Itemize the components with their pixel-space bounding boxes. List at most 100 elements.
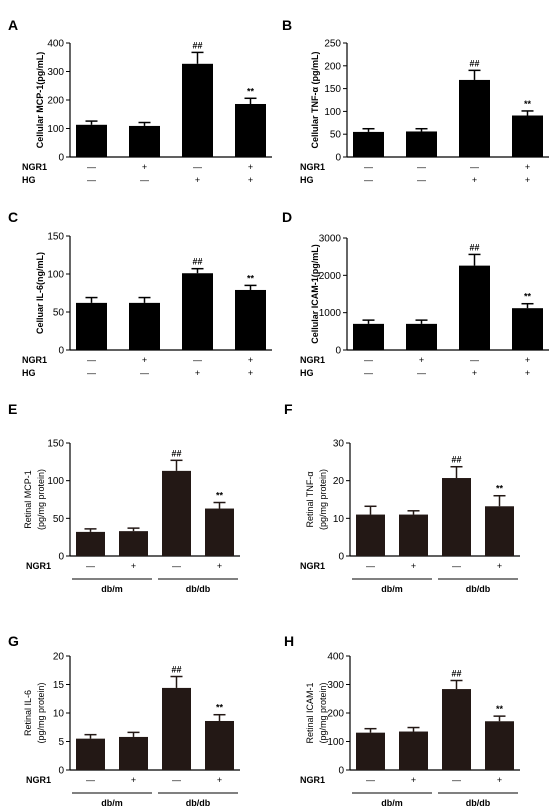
condition-value: + — [525, 368, 530, 378]
y-axis-label: Celluar IL-6(ng/mL) — [35, 252, 45, 334]
condition-value: + — [497, 561, 502, 571]
y-tick-label: 0 — [335, 153, 341, 164]
condition-label: HG — [300, 175, 314, 185]
y-tick-label: 150 — [47, 439, 64, 450]
condition-value: + — [195, 368, 200, 378]
bar — [76, 302, 107, 350]
condition-value: + — [248, 175, 253, 185]
condition-value: — — [172, 561, 181, 571]
bar — [399, 731, 428, 770]
y-tick-label: 100 — [327, 737, 344, 748]
y-axis-label: Retinal ICAM-1 — [305, 682, 315, 743]
condition-value: + — [248, 355, 253, 365]
y-tick-label: 400 — [47, 39, 64, 50]
y-axis-label: Cellular MCP-1(pg/mL) — [35, 52, 45, 149]
condition-value: — — [87, 368, 96, 378]
group-label: db/m — [101, 584, 123, 594]
condition-value: — — [364, 368, 373, 378]
y-axis-label: Retinal TNF-α — [305, 471, 315, 527]
y-axis-label-unit: (pg/mg protein) — [318, 682, 328, 743]
y-tick-label: 3000 — [319, 234, 342, 245]
condition-value: + — [131, 561, 136, 571]
condition-value: + — [472, 175, 477, 185]
y-tick-label: 250 — [324, 39, 341, 50]
bar — [406, 131, 437, 157]
group-label: db/db — [466, 584, 491, 594]
condition-value: + — [525, 162, 530, 172]
bar — [119, 531, 148, 556]
y-tick-label: 20 — [53, 652, 65, 663]
condition-value: — — [140, 175, 149, 185]
bar — [205, 508, 234, 556]
condition-label: NGR1 — [26, 775, 51, 785]
bar — [459, 79, 490, 157]
condition-value: + — [248, 368, 253, 378]
bar — [162, 470, 191, 556]
y-axis-label-unit: (pg/mg protein) — [36, 469, 46, 530]
y-axis-label-unit: (pg/mg protein) — [36, 682, 46, 743]
condition-label: NGR1 — [300, 162, 325, 172]
y-tick-label: 0 — [58, 153, 64, 164]
y-tick-label: 200 — [324, 61, 341, 72]
condition-value: + — [142, 162, 147, 172]
significance-marker: ** — [496, 704, 504, 714]
panel-letter: D — [282, 209, 292, 225]
y-tick-label: 100 — [324, 107, 341, 118]
condition-label: NGR1 — [300, 775, 325, 785]
y-tick-label: 0 — [58, 346, 64, 357]
bar — [182, 273, 213, 350]
condition-value: + — [419, 355, 424, 365]
panel-letter: B — [282, 17, 292, 33]
y-tick-label: 0 — [58, 766, 64, 777]
bar — [353, 131, 384, 157]
condition-value: — — [470, 355, 479, 365]
condition-value: — — [417, 175, 426, 185]
y-tick-label: 1000 — [319, 308, 342, 319]
chart-panel-h: H 0 100 200 300 400 Retinal ICAM-1 (pg/mg prote… — [284, 633, 520, 808]
significance-marker: ** — [247, 273, 255, 283]
y-tick-label: 200 — [47, 96, 64, 107]
bar — [76, 531, 105, 556]
y-tick-label: 0 — [338, 552, 344, 563]
condition-value: — — [193, 355, 202, 365]
condition-value: — — [366, 561, 375, 571]
y-tick-label: 150 — [47, 232, 64, 243]
significance-marker: ** — [524, 99, 532, 109]
y-tick-label: 400 — [327, 652, 344, 663]
group-label: db/db — [466, 798, 491, 808]
y-tick-label: 200 — [327, 709, 344, 720]
bar — [119, 736, 148, 770]
group-label: db/db — [186, 798, 211, 808]
condition-value: — — [366, 775, 375, 785]
condition-value: — — [417, 162, 426, 172]
significance-marker: ## — [192, 40, 202, 50]
condition-value: — — [364, 355, 373, 365]
condition-value: — — [86, 561, 95, 571]
condition-label: NGR1 — [22, 355, 47, 365]
condition-value: + — [525, 355, 530, 365]
condition-value: — — [140, 368, 149, 378]
group-label: db/m — [381, 798, 403, 808]
y-tick-label: 2000 — [319, 271, 342, 282]
bar — [512, 115, 543, 157]
chart-panel-f: F 0 10 20 30 Retinal TNF-α (pg/mg protein) ## **… — [284, 401, 520, 594]
group-label: db/db — [186, 584, 211, 594]
condition-value: + — [195, 175, 200, 185]
bar — [485, 506, 514, 556]
panel-letter: A — [8, 17, 18, 33]
condition-value: — — [87, 162, 96, 172]
significance-marker: ## — [192, 257, 202, 267]
condition-label: NGR1 — [300, 561, 325, 571]
bar — [353, 323, 384, 350]
condition-value: + — [248, 162, 253, 172]
condition-value: + — [131, 775, 136, 785]
condition-label: NGR1 — [22, 162, 47, 172]
y-tick-label: 50 — [53, 514, 65, 525]
condition-value: — — [452, 775, 461, 785]
condition-label: HG — [300, 368, 314, 378]
condition-value: + — [472, 368, 477, 378]
bar — [406, 323, 437, 350]
condition-value: + — [217, 561, 222, 571]
